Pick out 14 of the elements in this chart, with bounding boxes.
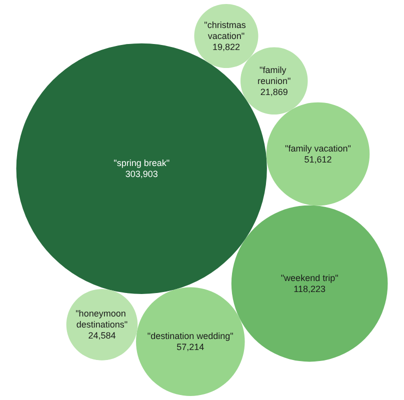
data-label: 24,584 [88, 330, 116, 341]
category-label: "weekend trip" [280, 273, 338, 284]
data-label: 51,612 [304, 154, 332, 165]
data-label: 21,869 [260, 86, 288, 97]
data-label: 118,223 [294, 284, 326, 294]
category-label: "family vacation" [285, 144, 351, 154]
data-label: 303,903 [125, 169, 158, 180]
category-label: "honeymoon destinations" [76, 308, 128, 330]
category-label: "destination wedding" [147, 331, 234, 342]
category-label: "family reunion" [258, 64, 291, 86]
category-label: "spring break" [114, 158, 170, 168]
category-label: "christmas vacation" [204, 20, 248, 42]
data-label: 57,214 [176, 342, 204, 352]
data-label: 19,822 [212, 42, 240, 52]
